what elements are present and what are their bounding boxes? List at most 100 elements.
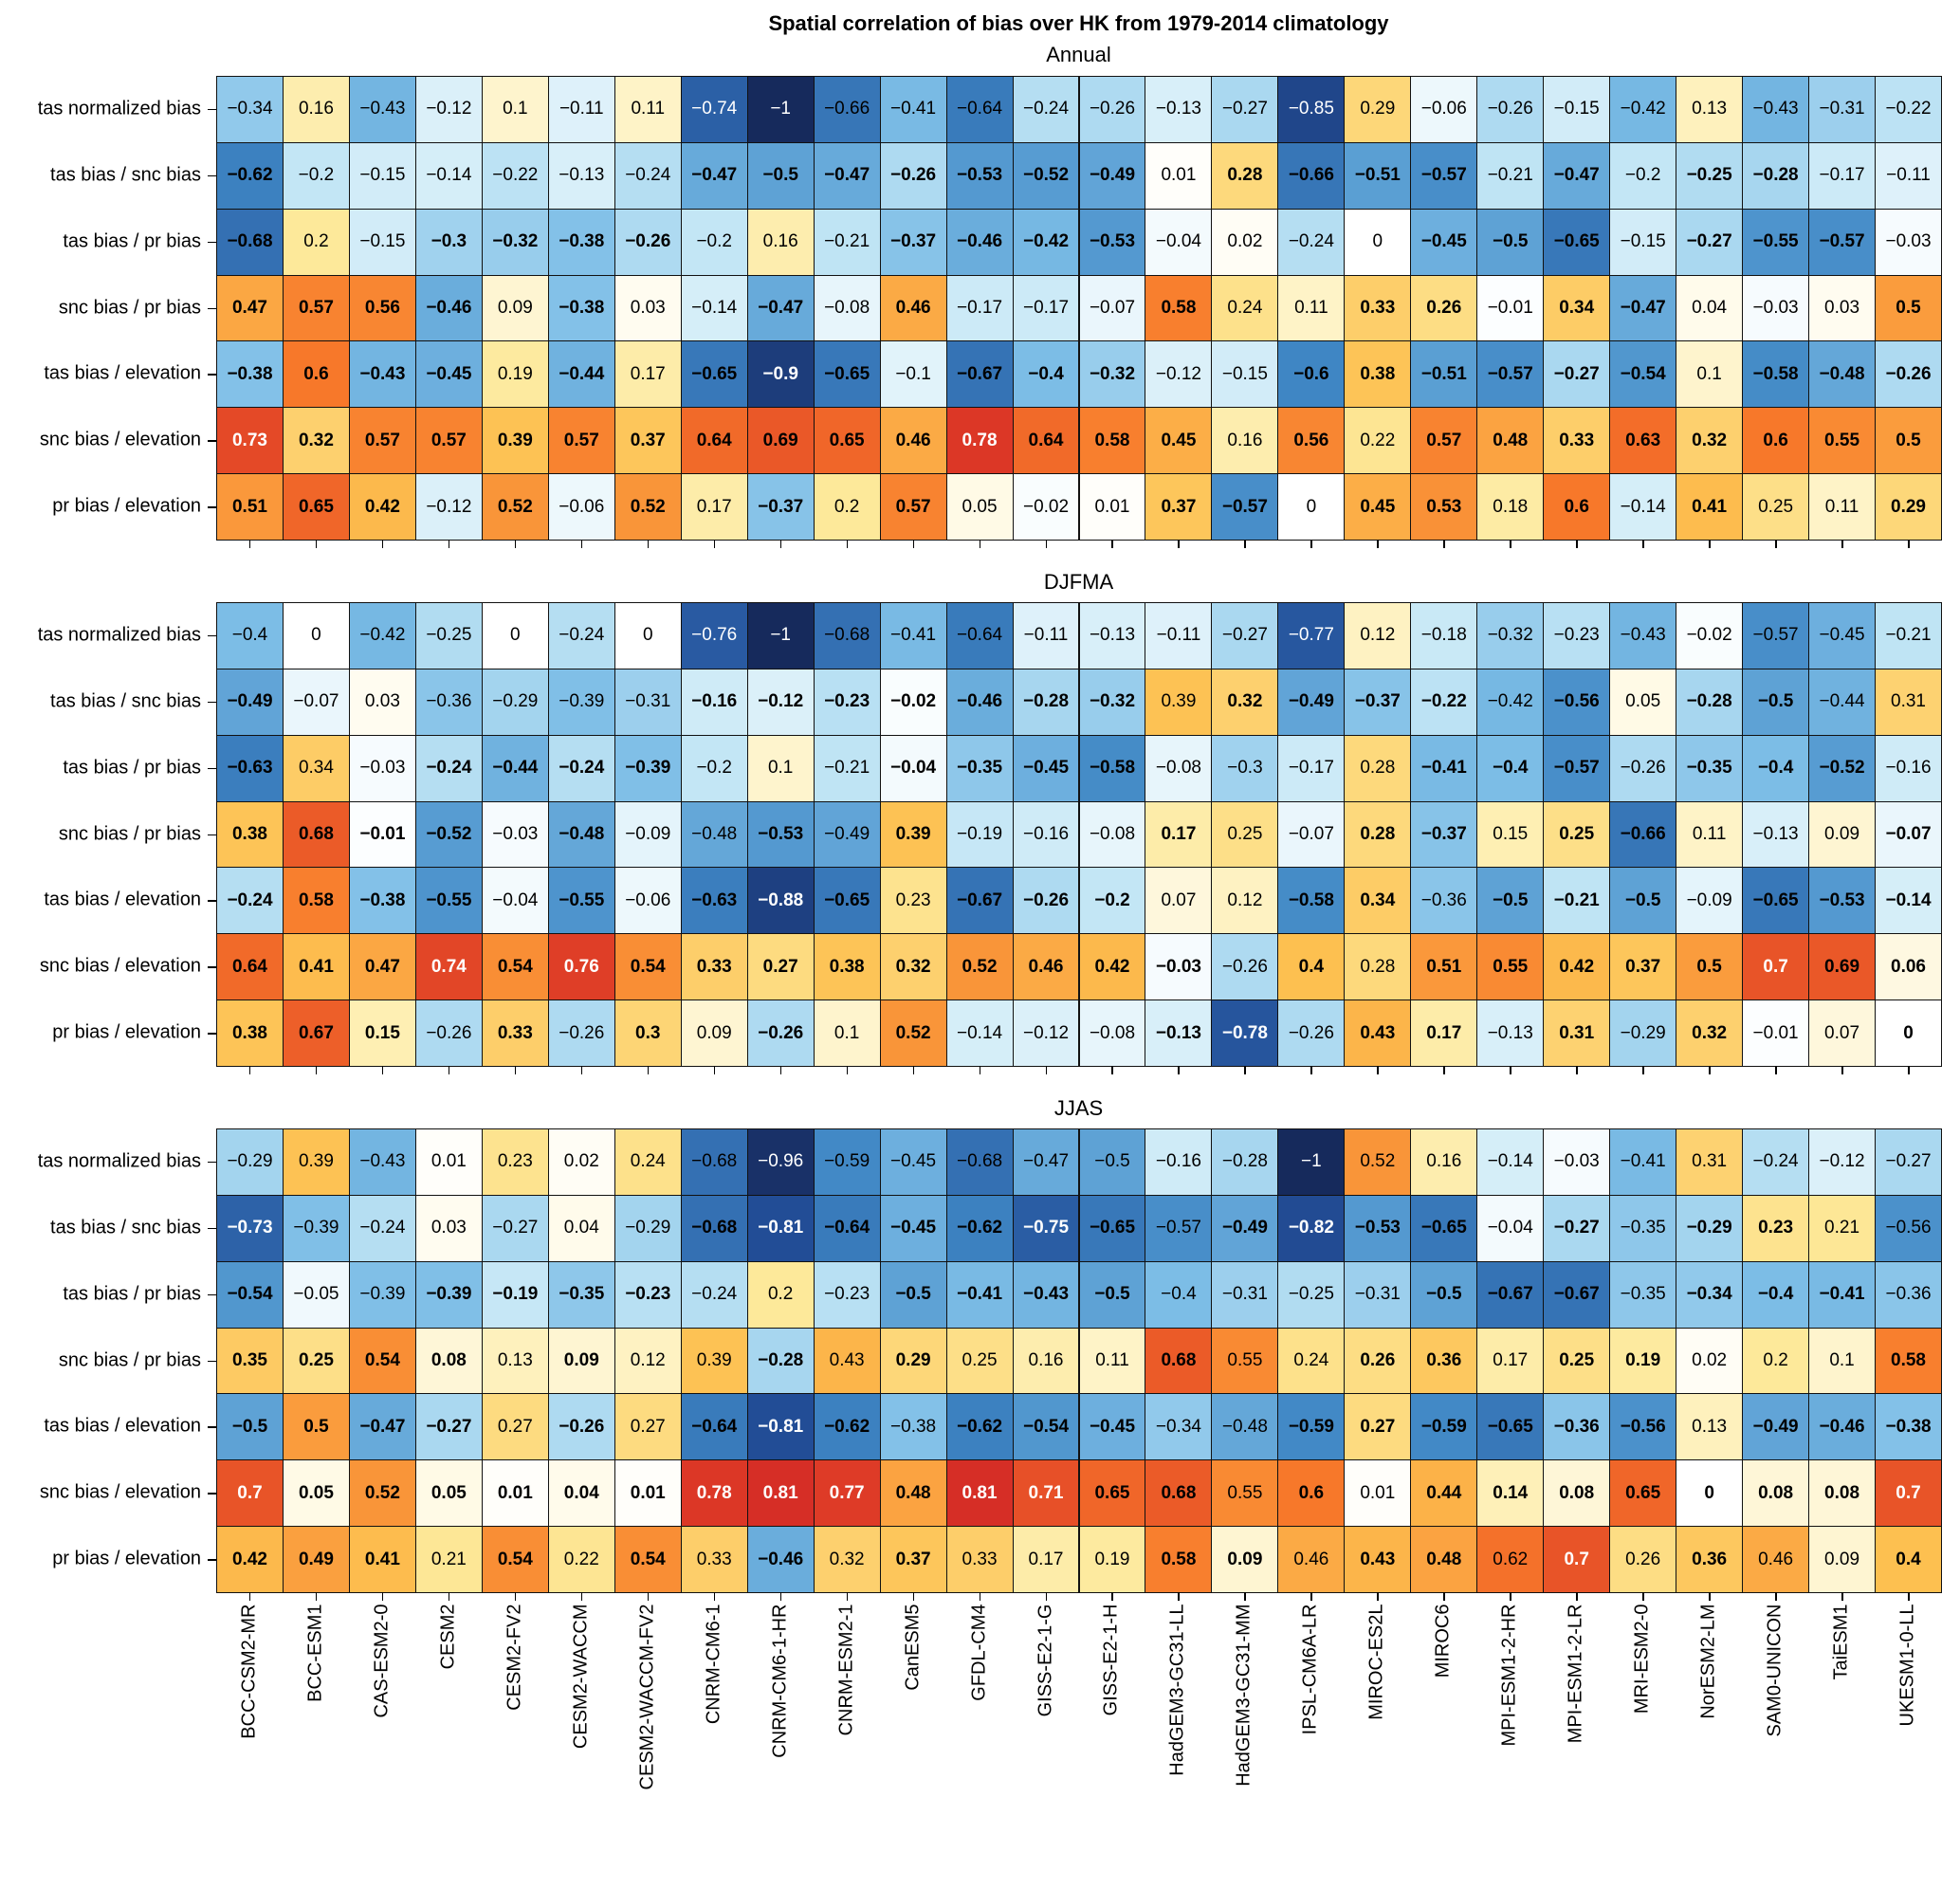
heatmap-cell: −0.45	[414, 340, 483, 409]
heatmap-cell: −0.24	[216, 867, 284, 935]
heatmap-cell: −0.62	[945, 1393, 1014, 1461]
heatmap-cell: −0.58	[1742, 340, 1810, 409]
heatmap-cell: 0.2	[1742, 1327, 1810, 1395]
heatmap-cell: −0.16	[680, 668, 748, 736]
row-label: snc bias / pr bias	[58, 297, 201, 318]
heatmap-cell: −0.81	[746, 1393, 815, 1461]
row-label: tas bias / snc bias	[50, 164, 201, 186]
heatmap-cell: −0.57	[1543, 734, 1611, 802]
y-tick	[208, 108, 216, 111]
heatmap-cell: −0.48	[680, 800, 748, 869]
heatmap-cell: −0.4	[1145, 1260, 1213, 1329]
x-tick	[1178, 1066, 1180, 1074]
x-tick	[1443, 1592, 1445, 1601]
heatmap-cell: −0.27	[1543, 340, 1611, 409]
x-tick	[1310, 1066, 1312, 1074]
y-tick	[208, 767, 216, 770]
heatmap-cell: −0.29	[216, 1128, 284, 1196]
heatmap-cell: −0.24	[1277, 208, 1346, 276]
heatmap-cell: 0.68	[1145, 1327, 1213, 1395]
heatmap-cell: 0	[1344, 208, 1412, 276]
x-tick	[514, 1066, 517, 1074]
heatmap-cell: −0.45	[1808, 602, 1877, 669]
heatmap-cell: 0.78	[680, 1459, 748, 1528]
heatmap-cell: 0.37	[1145, 473, 1213, 541]
heatmap-cell: −0.57	[1742, 602, 1810, 669]
heatmap-cell: 0.26	[1609, 1526, 1677, 1593]
heatmap-cell: 0.01	[481, 1459, 549, 1528]
heatmap-cell: 0.54	[481, 1526, 549, 1593]
heatmap-cell: 0.09	[680, 1000, 748, 1067]
heatmap-cell: 0.39	[282, 1128, 350, 1196]
heatmap-cell: −0.26	[1875, 340, 1942, 409]
heatmap-cell: 0.19	[1609, 1327, 1677, 1395]
heatmap-cell: −0.37	[746, 473, 815, 541]
column-label: CNRM-ESM2-1	[835, 1604, 857, 1736]
heatmap-cell: −0.96	[746, 1128, 815, 1196]
heatmap-cell: 0.65	[1078, 1459, 1146, 1528]
heatmap-cell: 0.1	[813, 1000, 881, 1067]
heatmap-cell: 0.16	[1012, 1327, 1080, 1395]
heatmap-cell: 0.01	[414, 1128, 483, 1196]
heatmap-cell: 0.23	[481, 1128, 549, 1196]
heatmap-cell: 0.11	[1808, 473, 1877, 541]
row-label: tas bias / snc bias	[50, 1217, 201, 1238]
heatmap-cell: 0.33	[680, 1526, 748, 1593]
x-tick	[1045, 1066, 1048, 1074]
heatmap-cell: 0.02	[547, 1128, 615, 1196]
heatmap-cell: 0.32	[1676, 407, 1744, 475]
heatmap-cell: −0.29	[1676, 1194, 1744, 1262]
column-label: HadGEM3-GC31-LL	[1166, 1604, 1188, 1776]
heatmap-cell: −0.58	[1277, 867, 1346, 935]
heatmap-cell: 0.15	[1476, 800, 1545, 869]
heatmap-cell: −0.29	[1609, 1000, 1677, 1067]
heatmap-cell: 0.65	[1609, 1459, 1677, 1528]
heatmap-cell: 0.04	[547, 1194, 615, 1262]
heatmap-cell: 0.7	[1875, 1459, 1942, 1528]
heatmap-cell: −0.43	[348, 76, 416, 143]
heatmap-cell: 0.16	[746, 208, 815, 276]
heatmap-cell: −0.1	[879, 340, 947, 409]
heatmap-cell: −0.54	[216, 1260, 284, 1329]
heatmap-cell: −0.36	[1543, 1393, 1611, 1461]
heatmap-cell: 0.22	[547, 1526, 615, 1593]
heatmap-cell: −0.25	[1277, 1260, 1346, 1329]
heatmap-cell: 0.44	[1410, 1459, 1478, 1528]
heatmap-cell: −0.02	[879, 668, 947, 736]
heatmap-cell: 0.13	[481, 1327, 549, 1395]
heatmap-cell: −0.67	[945, 867, 1014, 935]
heatmap-cell: −0.18	[1410, 602, 1478, 669]
heatmap-cell: −0.4	[1012, 340, 1080, 409]
heatmap-cell: 0.08	[1808, 1459, 1877, 1528]
heatmap-cell: 0.32	[1676, 1000, 1744, 1067]
heatmap-cell: 0.47	[348, 933, 416, 1001]
heatmap-cell: 0.3	[614, 1000, 682, 1067]
column-label: GISS-E2-1-G	[1035, 1604, 1056, 1717]
heatmap-cell: −0.29	[614, 1194, 682, 1262]
heatmap-cell: −0.74	[680, 76, 748, 143]
heatmap-cell: 0.25	[945, 1327, 1014, 1395]
heatmap-cell: −0.55	[547, 867, 615, 935]
heatmap-cell: −0.51	[1410, 340, 1478, 409]
x-tick	[514, 1592, 517, 1601]
heatmap-cell: 0.23	[879, 867, 947, 935]
heatmap-cell: −0.57	[1145, 1194, 1213, 1262]
heatmap-cell: −0.24	[1012, 76, 1080, 143]
heatmap-cell: 0.52	[1344, 1128, 1412, 1196]
heatmap-cell: 0.47	[216, 274, 284, 342]
row-label: snc bias / elevation	[39, 1481, 201, 1503]
heatmap-cell: −0.41	[1410, 734, 1478, 802]
heatmap-cell: −0.05	[282, 1260, 350, 1329]
heatmap-cell: −0.24	[348, 1194, 416, 1262]
heatmap-cell: 0.01	[1344, 1459, 1412, 1528]
x-tick	[248, 540, 251, 548]
heatmap-cell: 0.32	[282, 407, 350, 475]
heatmap-cell: 0.51	[1410, 933, 1478, 1001]
x-tick	[1576, 540, 1578, 548]
column-label: CESM2-WACCM-FV2	[636, 1604, 658, 1790]
heatmap-cell: −0.24	[547, 734, 615, 802]
column-label: CanESM5	[902, 1604, 924, 1691]
heatmap-cell: 0.42	[1078, 933, 1146, 1001]
heatmap-cell: 0.81	[746, 1459, 815, 1528]
heatmap-cell: −0.45	[1012, 734, 1080, 802]
